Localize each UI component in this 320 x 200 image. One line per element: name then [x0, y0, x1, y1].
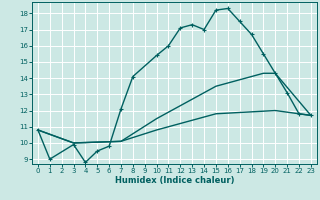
- X-axis label: Humidex (Indice chaleur): Humidex (Indice chaleur): [115, 176, 234, 185]
